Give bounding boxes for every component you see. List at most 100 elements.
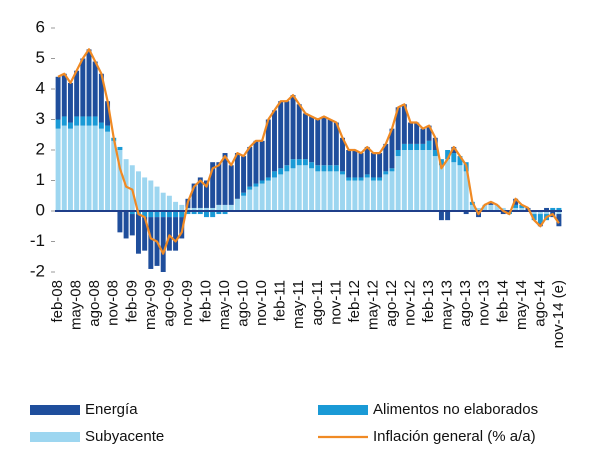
bar xyxy=(222,211,228,215)
x-tick-label: may-08 xyxy=(68,280,85,330)
bar xyxy=(377,153,383,178)
bar xyxy=(364,146,370,175)
bar xyxy=(123,211,129,239)
bar xyxy=(259,140,265,181)
bar xyxy=(265,180,271,211)
bar xyxy=(67,82,73,123)
bar xyxy=(408,150,413,211)
bar xyxy=(222,153,228,205)
bar xyxy=(160,192,166,211)
bar xyxy=(302,159,308,166)
bar xyxy=(445,150,451,160)
bar xyxy=(166,217,172,251)
bar xyxy=(370,177,376,181)
x-tick-label: feb-11 xyxy=(272,280,289,321)
bar xyxy=(210,162,216,208)
bar xyxy=(463,171,469,211)
bar xyxy=(80,116,86,126)
bar xyxy=(129,211,135,215)
bar xyxy=(395,156,401,211)
bar xyxy=(247,186,253,190)
bar xyxy=(222,204,228,211)
bar xyxy=(500,211,506,215)
x-tick-label: may-14 xyxy=(513,280,530,330)
bar xyxy=(438,159,444,166)
legend-swatch xyxy=(30,432,80,442)
bar xyxy=(494,204,500,211)
bar xyxy=(531,214,537,221)
x-tick-label: may-10 xyxy=(216,280,233,330)
bar xyxy=(346,180,352,211)
bar xyxy=(216,211,222,215)
x-tick-label: ago-11 xyxy=(309,280,326,326)
bar xyxy=(61,73,67,117)
y-tick-label: 4 xyxy=(36,78,45,97)
bar xyxy=(197,177,203,208)
x-tick-label: may-13 xyxy=(439,280,456,330)
bar xyxy=(488,201,494,205)
bar xyxy=(302,113,308,160)
bar xyxy=(216,162,222,205)
bar xyxy=(513,207,519,211)
bar xyxy=(426,150,432,211)
bar xyxy=(142,217,148,251)
bar xyxy=(358,180,364,211)
bar xyxy=(556,211,562,215)
bar xyxy=(247,146,253,187)
bar xyxy=(228,204,234,211)
bar xyxy=(389,168,395,172)
bar xyxy=(98,128,104,211)
bar xyxy=(333,165,339,172)
bar xyxy=(197,207,203,211)
x-tick-label: ago-14 xyxy=(531,280,548,327)
x-tick-label: feb-09 xyxy=(123,280,140,323)
bar xyxy=(383,171,389,175)
bar xyxy=(401,150,407,211)
bar xyxy=(284,165,290,172)
x-tick-label: feb-10 xyxy=(197,280,214,323)
bar xyxy=(346,177,352,181)
bar xyxy=(401,104,407,144)
bar xyxy=(340,171,345,175)
bar xyxy=(98,122,104,129)
x-tick-label: ago-12 xyxy=(383,280,400,327)
bar xyxy=(179,204,185,211)
bar xyxy=(272,171,277,178)
bar xyxy=(364,174,370,178)
bar xyxy=(395,107,401,150)
bar xyxy=(284,171,290,211)
bar xyxy=(154,186,160,211)
bar xyxy=(519,204,525,208)
bar xyxy=(333,171,339,211)
bar xyxy=(278,174,284,211)
bar xyxy=(352,150,358,178)
bar xyxy=(358,153,364,178)
bar xyxy=(296,104,302,160)
bar xyxy=(117,150,123,211)
bar xyxy=(204,207,209,211)
y-tick-label: 3 xyxy=(36,109,45,128)
y-tick-label: 0 xyxy=(36,200,45,219)
bar xyxy=(463,211,469,215)
bar xyxy=(414,150,420,211)
bar xyxy=(80,58,86,117)
bar xyxy=(445,159,451,211)
bar xyxy=(191,207,197,211)
bar xyxy=(432,137,438,150)
bar xyxy=(105,101,111,126)
bar xyxy=(210,207,216,211)
bar xyxy=(420,143,426,150)
bar xyxy=(438,211,444,221)
bar xyxy=(173,217,179,251)
bar xyxy=(204,211,209,218)
bar xyxy=(296,159,302,166)
bar xyxy=(210,211,216,218)
bar xyxy=(457,165,463,211)
x-tick-label: nov-10 xyxy=(253,280,270,326)
bar xyxy=(55,76,61,120)
bar xyxy=(457,156,463,166)
x-tick-label: nov-14 (e) xyxy=(550,280,567,348)
bar xyxy=(148,211,154,218)
bar xyxy=(531,211,537,215)
bar xyxy=(74,125,80,211)
